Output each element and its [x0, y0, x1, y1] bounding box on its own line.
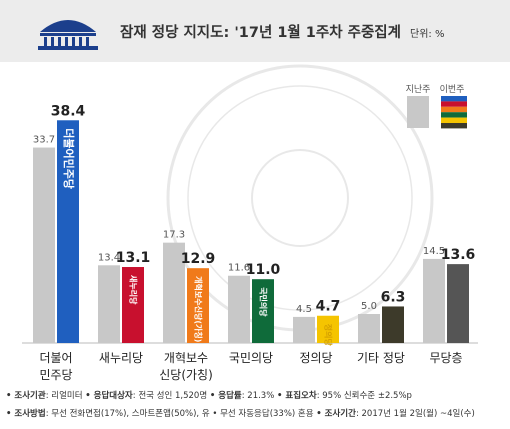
legend-swatch-this-week: [441, 106, 467, 113]
bar-previous-week: [163, 242, 185, 343]
footer-value: : 2017년 1월 2일(월) ~4일(수): [355, 409, 475, 419]
category-label: 신당(가칭): [159, 368, 213, 382]
data-label-previous: 33.7: [33, 135, 55, 146]
legend-swatch-previous: [407, 96, 429, 128]
party-logo-text: 개혁보수신당(가칭): [194, 276, 204, 342]
bar-previous-week: [293, 316, 315, 343]
footer-line-2: • 조사방법: 무선 전화면접(17%), 스마트폰앱(50%), 유 • 무선…: [6, 407, 475, 419]
category-label: 무당층: [429, 351, 462, 365]
footer-key: • 응답률: [209, 391, 242, 401]
party-logo-text: 국민의당: [259, 287, 269, 317]
legend-swatch-this-week: [441, 112, 467, 118]
footer-key: • 표집오차: [277, 391, 317, 401]
footer-line-1: • 조사기관: 리얼미터 • 응답대상자: 전국 성인 1,520명 • 응답률…: [6, 389, 412, 401]
data-label-this-week: 38.4: [51, 103, 86, 119]
data-label-this-week: 12.9: [181, 251, 216, 267]
bar-this-week: [252, 279, 274, 343]
bar-this-week: [382, 306, 404, 343]
footer-key: • 조사기간: [316, 409, 356, 419]
bar-this-week: [187, 268, 209, 343]
data-label-this-week: 4.7: [316, 299, 341, 315]
bar-this-week: [57, 120, 79, 343]
data-label-this-week: 11.0: [246, 262, 281, 278]
legend-label: 지난주: [406, 84, 431, 95]
legend-swatch-this-week: [441, 101, 467, 107]
data-label-this-week: 13.1: [116, 250, 151, 266]
data-label-this-week: 13.6: [441, 247, 476, 263]
footer-key: • 조사기관: [6, 391, 46, 401]
footer-key: • 응답대상자: [85, 391, 133, 401]
footer-value: : 리얼미터: [45, 391, 86, 401]
unit-label: 단위: %: [410, 27, 444, 40]
category-label: 더불어: [39, 351, 72, 365]
bar-series-group: 33.738.4더불어민주당더불어민주당13.413.1새누리당새누리당17.3…: [22, 84, 478, 382]
bar-previous-week: [228, 275, 250, 343]
footer-key: • 조사방법: [6, 409, 46, 419]
footer-value: : 21.3%: [241, 391, 277, 401]
national-assembly-logo: [38, 20, 98, 50]
footer-value: : 95% 신뢰수준 ±2.5%p: [316, 391, 412, 401]
legend-label: 이번주: [440, 84, 465, 95]
bar-previous-week: [33, 147, 55, 343]
party-logo-text: 더불어민주당: [62, 128, 76, 189]
data-label-previous: 5.0: [361, 301, 377, 312]
survey-footer: • 조사기관: 리얼미터 • 응답대상자: 전국 성인 1,520명 • 응답률…: [0, 383, 510, 429]
data-label-previous: 14.5: [423, 246, 445, 257]
chart-title: 잠재 정당 지지도: '17년 1월 1주차 주중집계: [120, 23, 401, 41]
category-label: 기타 정당: [357, 351, 405, 365]
data-label-previous: 4.5: [296, 304, 312, 315]
category-label: 국민의당: [229, 351, 273, 365]
category-label: 개혁보수: [164, 351, 208, 365]
footer-value: : 전국 성인 1,520명: [132, 391, 210, 401]
legend-swatch-this-week: [441, 123, 467, 129]
bar-this-week: [317, 315, 339, 343]
bar-previous-week: [423, 258, 445, 343]
bar-previous-week: [98, 265, 120, 343]
party-logo-text: 새누리당: [129, 275, 139, 305]
bar-this-week: [447, 264, 469, 343]
data-label-previous: 11.6: [228, 263, 250, 274]
bar-previous-week: [358, 314, 380, 343]
footer-value: : 무선 전화면접(17%), 스마트폰앱(50%), 유 • 무선 자동응답(…: [45, 409, 317, 419]
data-label-previous: 17.3: [163, 230, 185, 241]
data-label-this-week: 6.3: [381, 289, 406, 305]
party-logo-text: 정의당: [324, 324, 334, 347]
data-label-previous: 13.4: [98, 252, 120, 263]
category-label: 정의당: [299, 351, 332, 365]
legend-swatch-this-week: [441, 96, 467, 102]
category-label: 민주당: [39, 368, 72, 382]
legend-swatch-this-week: [441, 117, 467, 123]
bar-this-week: [122, 267, 144, 343]
category-label: 새누리당: [99, 351, 143, 365]
